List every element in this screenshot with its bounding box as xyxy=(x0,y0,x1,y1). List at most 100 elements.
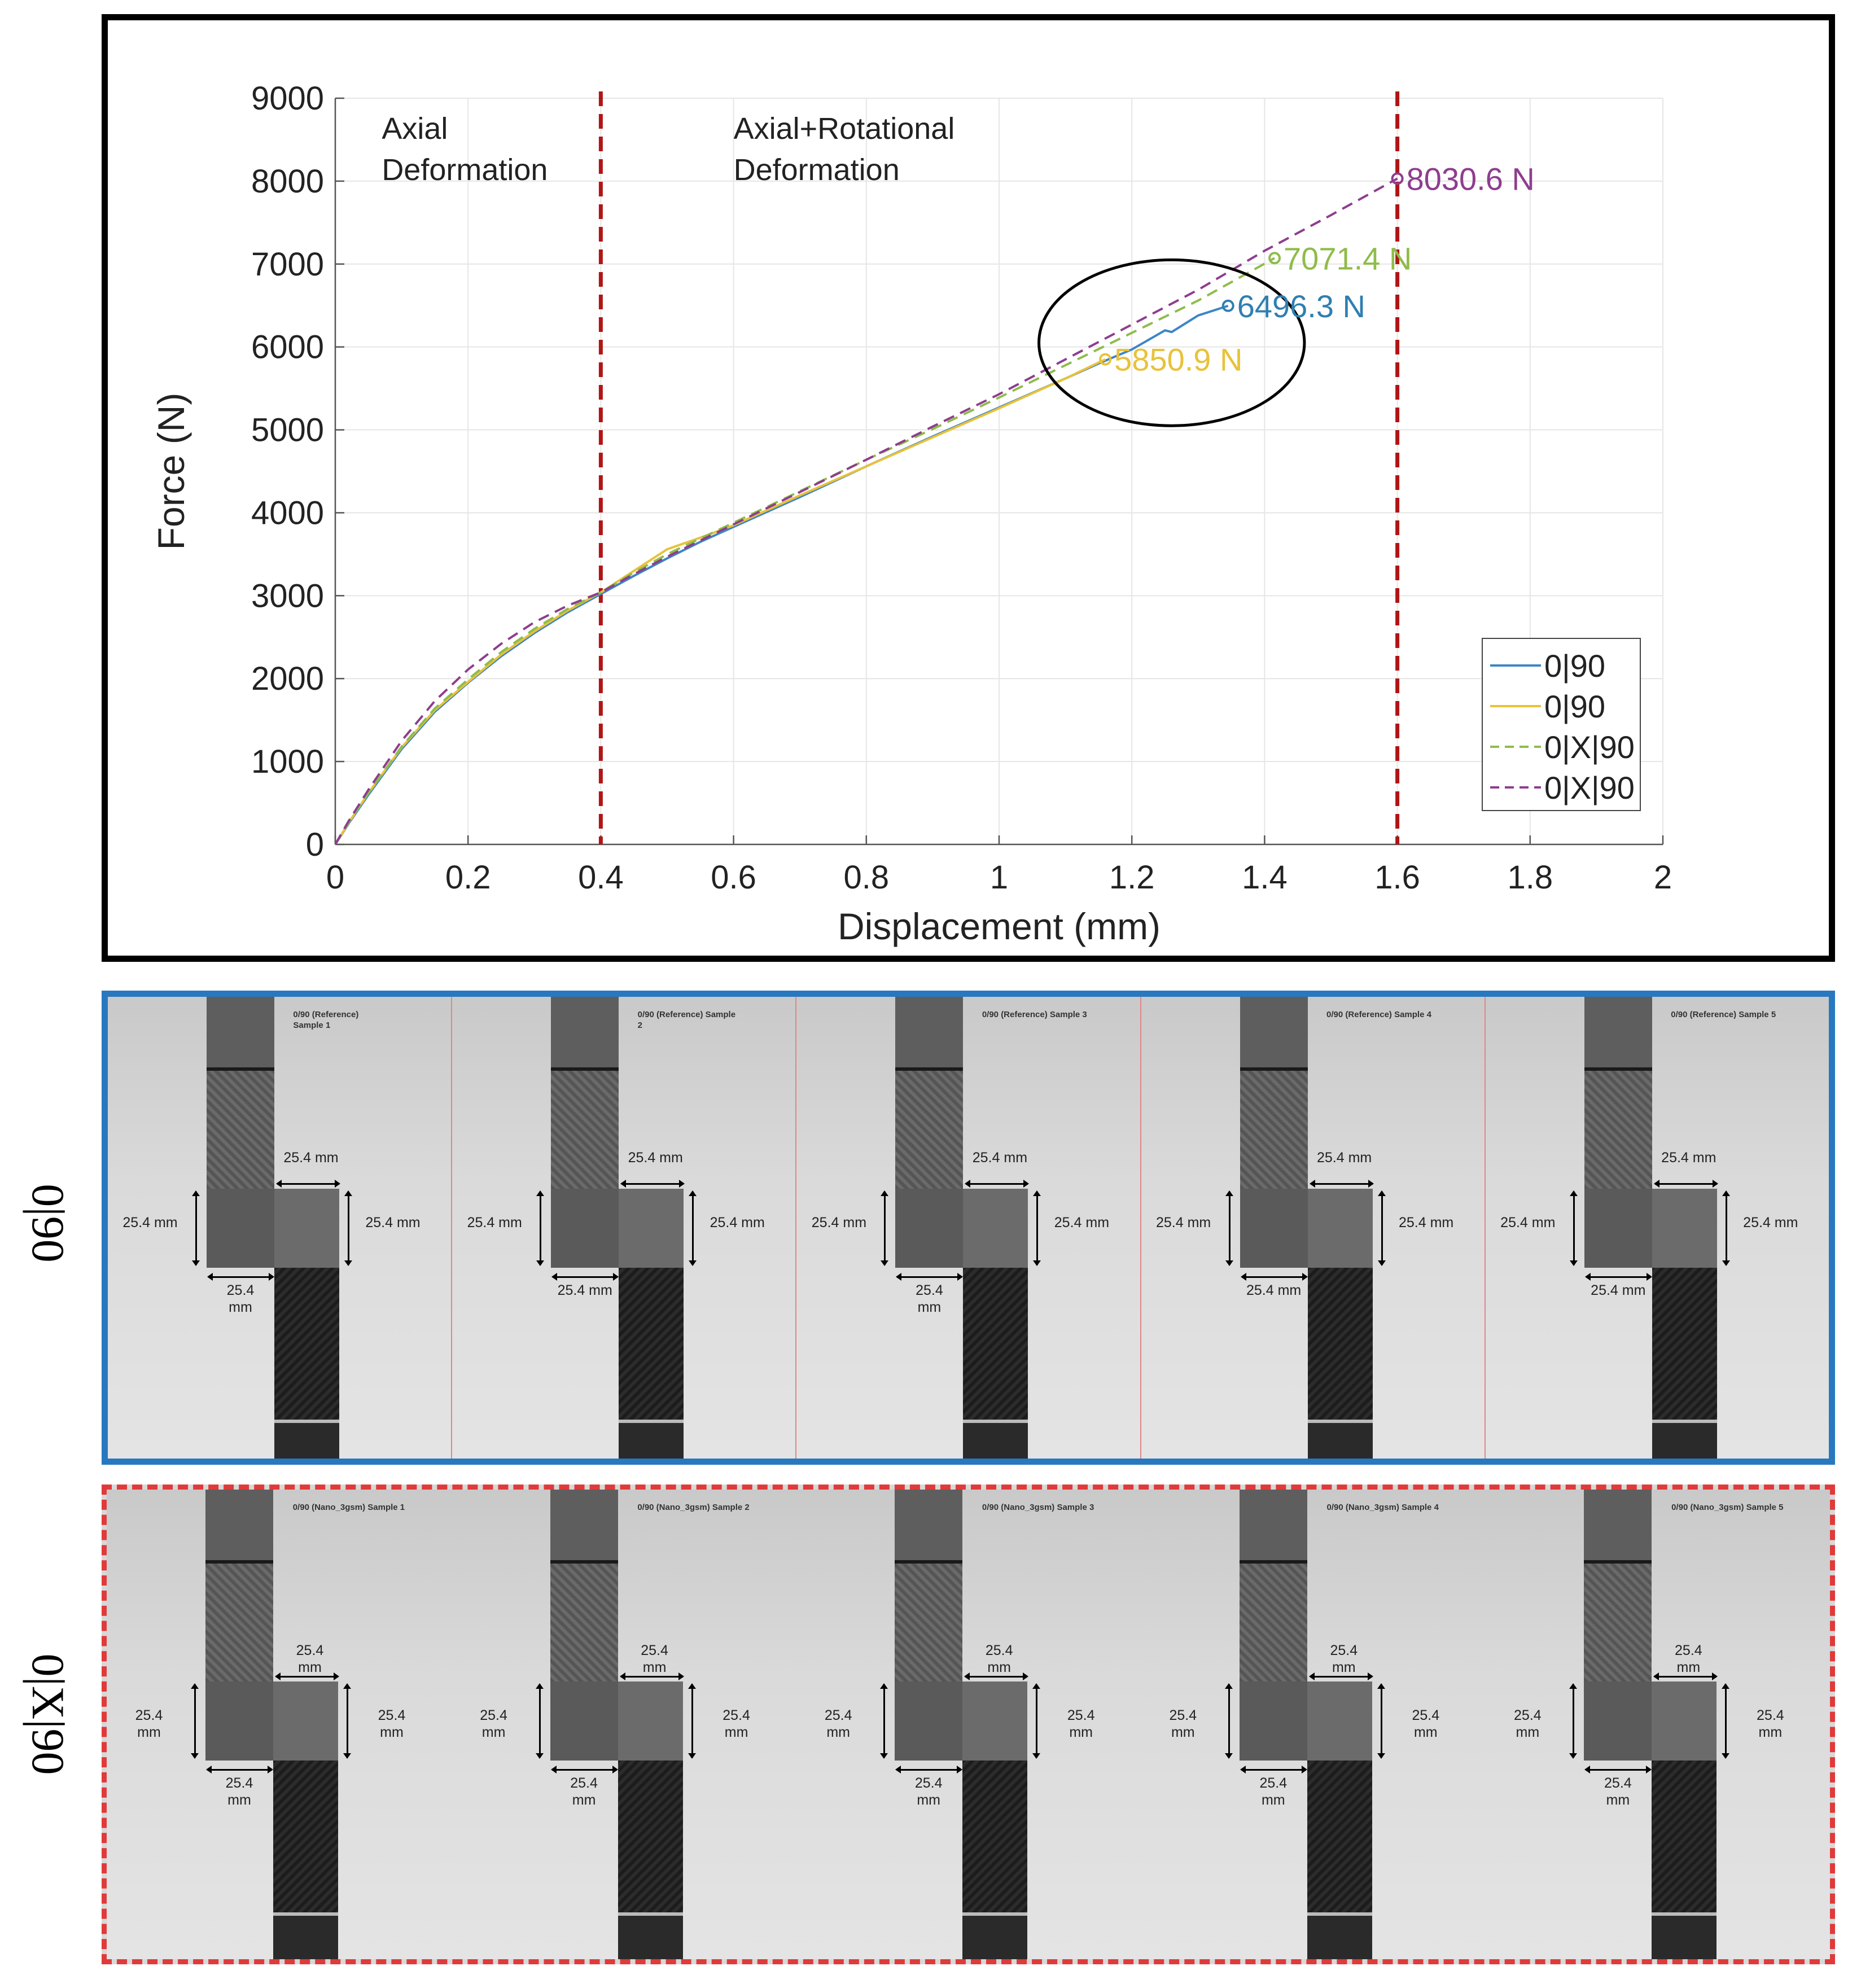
bottom-dimension-arrow xyxy=(1584,1766,1652,1774)
x-tick-label: 0.6 xyxy=(711,859,756,896)
left-dimension-label: 25.4 mm xyxy=(1514,1707,1542,1740)
lower-tab xyxy=(274,1268,339,1459)
overlap-right xyxy=(1652,1189,1717,1268)
bottom-dimension-arrow xyxy=(1584,1273,1652,1281)
x-tick-label: 1.4 xyxy=(1242,859,1288,896)
left-dimension-label: 25.4 mm xyxy=(1500,1215,1556,1231)
top-dimension-label: 25.4 mm xyxy=(1661,1150,1717,1166)
lower-tab-cap xyxy=(274,1420,339,1459)
right-dimension-arrow xyxy=(343,1683,351,1759)
x-tick-label: 0.8 xyxy=(843,859,889,896)
overlap-right xyxy=(619,1189,684,1268)
left-dimension-label: 25.4 mm xyxy=(1155,1215,1211,1231)
right-dimension-arrow xyxy=(1722,1683,1730,1759)
overlap-left xyxy=(895,1189,964,1268)
overlap-left xyxy=(207,1189,274,1268)
left-dimension-arrow xyxy=(191,1683,199,1759)
lower-tab xyxy=(1652,1761,1717,1959)
lower-tab-cap xyxy=(273,1912,338,1959)
specimen-photo: 0/90 (Nano_3gsm) Sample 5 25.4 mm 25.4 mm 2… xyxy=(1485,1490,1830,1959)
series-line xyxy=(334,358,1106,846)
specimen-title: 0/90 (Reference) Sample 3 xyxy=(982,1010,1087,1019)
specimen-photo: 0/90 (Reference) Sample 3 25.4 mm 25.4 mm 2… xyxy=(796,997,1141,1459)
right-dimension-arrow xyxy=(688,1683,696,1759)
right-dimension-arrow xyxy=(1032,1683,1041,1759)
bottom-dimension-label: 25.4 mm xyxy=(914,1775,943,1808)
upper-tab-cap xyxy=(1240,997,1308,1071)
lower-tab-cap xyxy=(1652,1912,1717,1959)
right-dimension-label: 25.4 mm xyxy=(1398,1215,1454,1231)
upper-tab-cap xyxy=(205,1490,273,1564)
upper-tab xyxy=(895,997,964,1189)
bottom-dimension-arrow xyxy=(895,1766,963,1774)
overlap-right xyxy=(1307,1189,1373,1268)
right-dimension-label: 25.4 mm xyxy=(1757,1707,1784,1740)
region-label-line1: Axial xyxy=(382,112,448,146)
peak-label: 8030.6 N xyxy=(1407,161,1535,196)
peak-label: 5850.9 N xyxy=(1114,342,1242,378)
specimen-title: 0/90 (Nano_3gsm) Sample 3 xyxy=(982,1503,1094,1512)
left-dimension-label: 25.4 mm xyxy=(824,1707,852,1740)
region-label-line2: Deformation xyxy=(734,153,900,187)
legend-entry: 0|X|90 xyxy=(1544,729,1635,765)
specimen-photo: 0/90 (Reference) Sample 1 25.4 mm 25.4 mm 2… xyxy=(108,997,453,1459)
overlap-left xyxy=(1240,1189,1308,1268)
bottom-dimension-arrow xyxy=(207,1273,274,1281)
top-dimension-arrow xyxy=(620,1180,685,1188)
peak-label: 6496.3 N xyxy=(1237,288,1365,324)
bottom-dimension-arrow xyxy=(1240,1766,1307,1774)
region-label-line2: Deformation xyxy=(382,153,548,187)
left-dimension-arrow xyxy=(1225,1190,1233,1266)
lower-tab xyxy=(619,1268,684,1459)
upper-tab xyxy=(895,1490,963,1682)
bottom-dimension-arrow xyxy=(206,1766,273,1774)
bottom-dimension-arrow xyxy=(896,1273,964,1281)
specimen-title: 0/90 (Nano_3gsm) Sample 1 xyxy=(292,1503,405,1512)
overlap-left xyxy=(1239,1682,1307,1761)
y-tick-label: 9000 xyxy=(251,80,324,117)
left-dimension-label: 25.4 mm xyxy=(122,1215,178,1231)
series-line xyxy=(334,257,1275,846)
upper-tab-cap xyxy=(895,1490,963,1564)
lower-tab-cap xyxy=(1307,1420,1373,1459)
left-dimension-label: 25.4 mm xyxy=(135,1707,163,1740)
x-tick-label: 1.2 xyxy=(1109,859,1155,896)
overlap-left xyxy=(551,1189,619,1268)
upper-tab-cap xyxy=(1584,1490,1652,1564)
bottom-dimension-label: 25.4 mm xyxy=(557,1282,612,1298)
overlap-right xyxy=(274,1189,339,1268)
y-tick-label: 7000 xyxy=(251,246,324,283)
y-tick-label: 6000 xyxy=(251,329,324,366)
y-tick-label: 1000 xyxy=(251,743,324,780)
overlap-left xyxy=(1584,1682,1652,1761)
top-dimension-label: 25.4 mm xyxy=(283,1150,339,1166)
right-dimension-label: 25.4 mm xyxy=(378,1707,406,1740)
left-dimension-label: 25.4 mm xyxy=(467,1215,522,1231)
y-tick-label: 5000 xyxy=(251,412,324,449)
top-dimension-label: 25.4 mm xyxy=(641,1643,668,1675)
x-tick-label: 0.2 xyxy=(445,859,491,896)
lower-tab xyxy=(962,1761,1028,1959)
top-dimension-arrow xyxy=(965,1180,1030,1188)
top-dimension-arrow xyxy=(276,1180,340,1188)
nano-samples-panel: 0/90 (Nano_3gsm) Sample 1 25.4 mm 25.4 mm 2… xyxy=(102,1485,1835,1964)
specimen-title: 0/90 (Reference) Sample 1 xyxy=(293,1010,359,1030)
upper-tab xyxy=(550,1490,618,1682)
lower-tab xyxy=(1652,1268,1717,1459)
top-dimension-arrow xyxy=(1308,1672,1373,1680)
overlap-left xyxy=(550,1682,618,1761)
left-dimension-arrow xyxy=(1569,1683,1578,1759)
bottom-dimension-label: 25.4 mm xyxy=(226,1282,255,1315)
upper-tab-cap xyxy=(550,1490,618,1564)
lower-tab xyxy=(1307,1761,1372,1959)
upper-tab-cap xyxy=(551,997,619,1071)
series-line xyxy=(334,304,1229,846)
top-dimension-arrow xyxy=(1309,1180,1374,1188)
x-axis-label: Displacement (mm) xyxy=(838,905,1161,947)
lower-tab-cap xyxy=(962,1912,1028,1959)
bottom-dimension-arrow xyxy=(551,1273,619,1281)
bottom-dimension-label: 25.4 mm xyxy=(1591,1282,1646,1298)
left-dimension-arrow xyxy=(192,1190,200,1266)
left-dimension-arrow xyxy=(1224,1683,1233,1759)
specimen-title: 0/90 (Reference) Sample 5 xyxy=(1671,1010,1776,1019)
